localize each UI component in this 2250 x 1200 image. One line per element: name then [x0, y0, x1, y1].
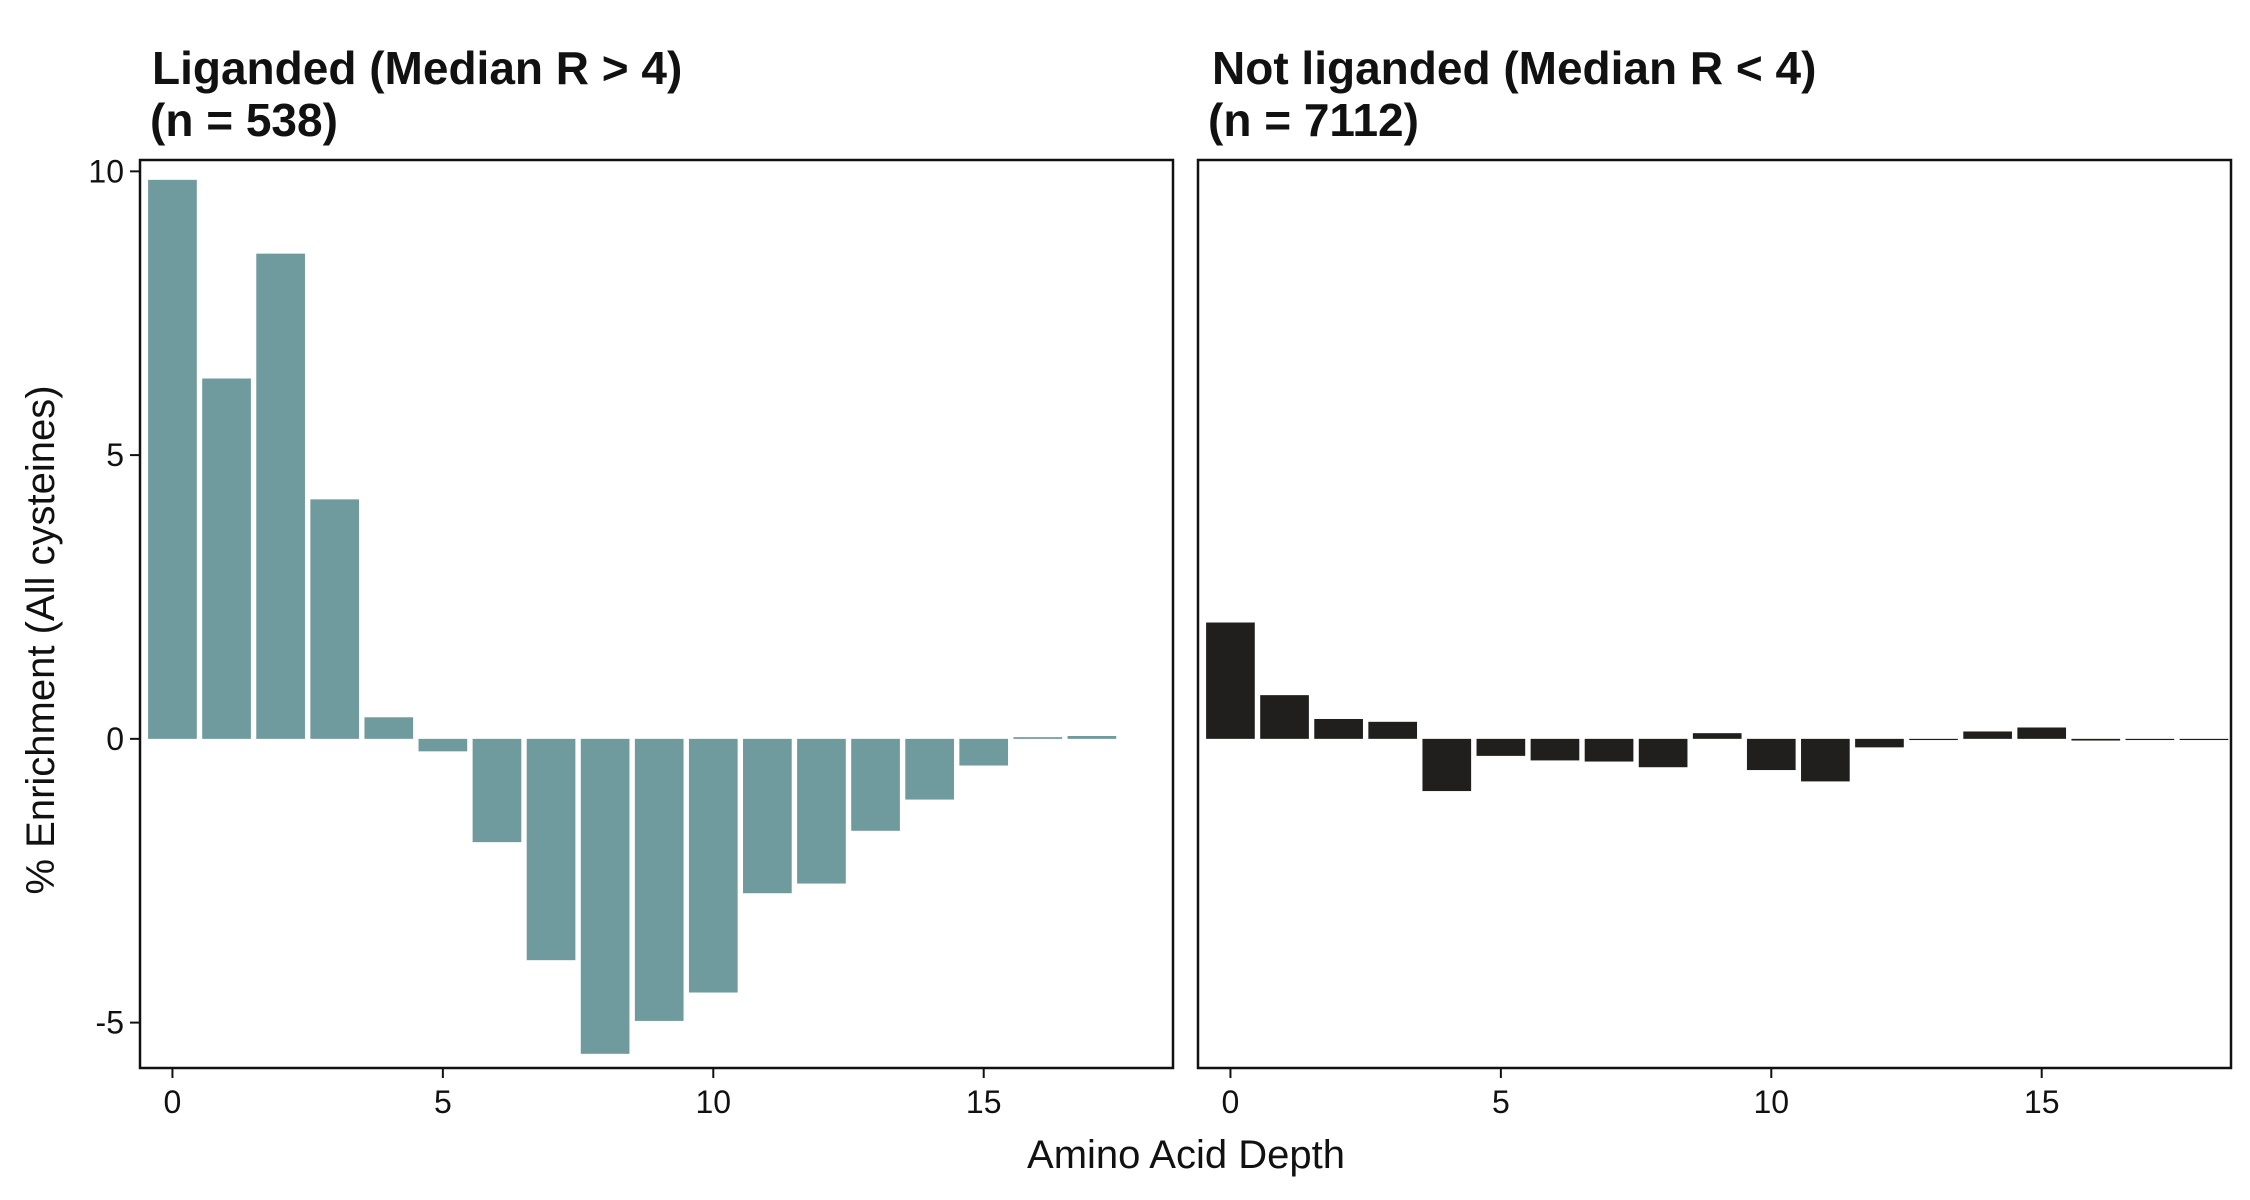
plot-frame [1196, 158, 2233, 1070]
bar-depth-14 [905, 738, 954, 800]
x-axis-label: Amino Acid Depth [1027, 1133, 1345, 1177]
bar-depth-11 [1801, 738, 1850, 782]
bar-depth-4 [364, 717, 414, 739]
plot-frame [138, 158, 1175, 1070]
y-tick-label: -5 [96, 1005, 124, 1041]
x-tick-label: 15 [2024, 1084, 2060, 1120]
bar-depth-3 [1368, 721, 1418, 739]
bar-depth-9 [1692, 733, 1742, 739]
y-tick-group: 10 5 0 -5 [88, 153, 140, 1041]
bar-depth-8 [580, 738, 630, 1054]
bar-depth-13 [851, 738, 900, 831]
y-tick-label: 10 [88, 153, 124, 189]
x-tick-label: 10 [1753, 1084, 1789, 1120]
bar-depth-10 [1746, 738, 1796, 771]
bar-depth-3 [310, 499, 360, 739]
panel-subtitle: (n = 7112) [1208, 94, 1419, 146]
bar-depth-12 [1855, 738, 1904, 748]
y-axis-label: % Enrichment (All cysteines) [19, 385, 63, 894]
x-tick-label: 0 [164, 1084, 182, 1120]
bar-depth-15 [2017, 727, 2067, 739]
bar-depth-1 [202, 378, 251, 739]
x-tick-label: 15 [966, 1084, 1002, 1120]
bar-depth-15 [959, 738, 1009, 766]
bar-depth-7 [1584, 738, 1634, 762]
bar-depth-16 [2071, 738, 2121, 741]
x-tick-label: 5 [434, 1084, 452, 1120]
x-tick-label: 0 [1222, 1084, 1240, 1120]
bar-depth-5 [418, 738, 468, 752]
bar-group [148, 179, 1117, 1054]
bar-depth-0 [1206, 622, 1255, 739]
bar-depth-9 [634, 738, 684, 1021]
bar-depth-6 [472, 738, 522, 843]
bar-depth-13 [1909, 738, 1958, 741]
panel-not-liganded: Not liganded (Median R < 4) (n = 7112) 0… [1196, 42, 2233, 1120]
bar-depth-14 [1963, 731, 2012, 739]
x-tick-label: 5 [1492, 1084, 1510, 1120]
y-tick-label: 0 [106, 721, 124, 757]
bar-depth-8 [1638, 738, 1688, 768]
bar-depth-17 [2125, 738, 2175, 741]
x-tick-group: 0 5 10 15 [164, 1068, 1002, 1120]
bar-depth-12 [797, 738, 846, 884]
bar-depth-4 [1422, 738, 1472, 792]
bar-depth-11 [743, 738, 792, 894]
bar-depth-17 [1067, 736, 1117, 739]
bar-group [1206, 622, 2229, 792]
bar-depth-7 [526, 738, 576, 961]
panel-subtitle: (n = 538) [150, 94, 338, 146]
bar-depth-16 [1013, 737, 1063, 739]
bar-depth-1 [1260, 695, 1309, 739]
x-tick-label: 10 [695, 1084, 731, 1120]
panel-title: Liganded (Median R > 4) [152, 42, 682, 94]
bar-depth-10 [688, 738, 738, 993]
panel-title: Not liganded (Median R < 4) [1212, 42, 1816, 94]
bar-depth-2 [1314, 718, 1363, 739]
panel-liganded: Liganded (Median R > 4) (n = 538) 0 5 10 15… [88, 42, 1175, 1120]
bar-depth-18 [2179, 738, 2229, 741]
y-tick-label: 5 [106, 437, 124, 473]
bar-depth-6 [1530, 738, 1580, 761]
bar-depth-2 [256, 253, 305, 739]
bar-depth-0 [148, 179, 197, 739]
bar-depth-5 [1476, 738, 1526, 756]
x-tick-group: 0 5 10 15 [1222, 1068, 2060, 1120]
